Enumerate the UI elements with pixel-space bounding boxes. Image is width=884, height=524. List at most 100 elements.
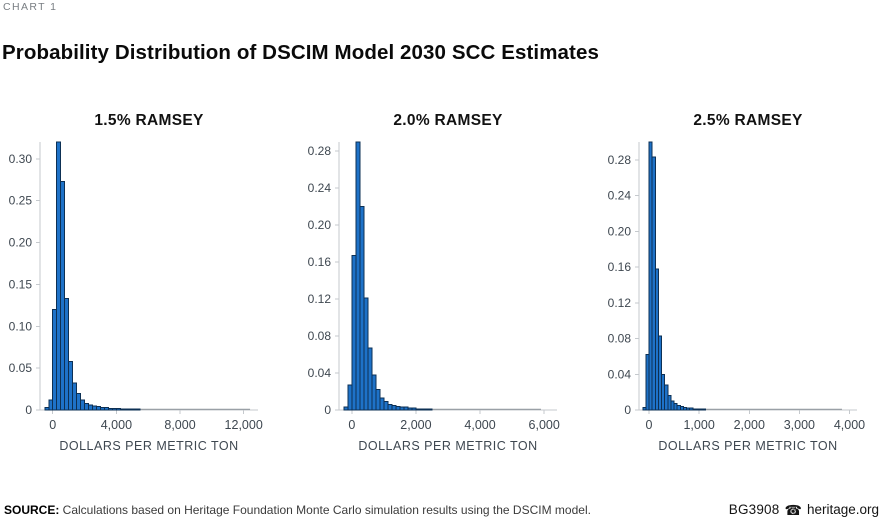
histogram-bar [72, 382, 78, 411]
histogram-bar [391, 404, 397, 411]
histogram-2-0-ramsey-plot: 2.0% RAMSEY 0 0.04 0.08 0.12 0.16 0.20 0.24 0.28… [308, 112, 560, 453]
histogram-bar [375, 389, 381, 411]
x-axis-title: DOLLARS PER METRIC TON [59, 439, 238, 453]
histogram-bar [343, 406, 349, 411]
y-tick-label: 0.16 [308, 255, 332, 269]
histogram-bar [355, 141, 361, 411]
bars [44, 141, 141, 411]
histogram-2-5-ramsey: 2.5% RAMSEY 0 0.04 0.08 0.12 0.16 0.20 0.24 0.28… [589, 104, 884, 456]
histogram-bar [701, 408, 706, 411]
site-link: heritage.org [806, 502, 879, 517]
x-tick-label: 4,000 [834, 418, 865, 432]
histogram-bar [395, 405, 401, 411]
histogram-bar [56, 141, 62, 411]
histogram-2-0-ramsey: 2.0% RAMSEY 0 0.04 0.08 0.12 0.16 0.20 0.24 0.28… [294, 104, 589, 456]
x-tick-label: 4,000 [101, 418, 132, 432]
x-tick-label: 6,000 [529, 418, 560, 432]
histogram-bar [123, 408, 129, 411]
histogram-bar [95, 406, 101, 411]
histogram-bar [76, 392, 82, 411]
y-tick-label: 0.04 [308, 366, 332, 380]
histogram-bar [92, 405, 97, 411]
histogram-bar [131, 408, 137, 411]
source-note: SOURCE: Calculations based on Heritage F… [4, 503, 591, 517]
x-tick-label: 12,000 [225, 418, 263, 432]
y-tick-label: 0.08 [308, 329, 332, 343]
y-tick-label: 0 [624, 403, 631, 417]
y-tick-label: 0.24 [608, 189, 632, 203]
histogram-1-5-ramsey-plot: 1.5% RAMSEY 0 0.05 0.10 0.15 0.20 0.25 0.30 0 4,0… [9, 112, 263, 453]
histogram-bar [80, 399, 86, 411]
subplot-title: 2.0% RAMSEY [393, 112, 503, 129]
histogram-bar [84, 402, 90, 411]
y-tick-label: 0.08 [608, 332, 632, 346]
y-tick-label: 0.16 [608, 260, 632, 274]
bars [642, 141, 706, 411]
histogram-bar [107, 407, 113, 411]
y-tick-label: 0.28 [308, 144, 332, 158]
y-tick-label: 0.12 [308, 292, 332, 306]
histogram-bar [60, 180, 66, 411]
x-tick-label: 2,000 [734, 418, 765, 432]
y-tick-label: 0.30 [9, 152, 33, 166]
histogram-bar [44, 406, 50, 411]
histogram-bar [347, 384, 353, 411]
x-tick-label: 0 [49, 418, 56, 432]
source-label: SOURCE: [4, 503, 60, 517]
histogram-bar [68, 360, 74, 411]
bars [343, 141, 433, 411]
x-tick-label: 3,000 [784, 418, 815, 432]
x-tick-label: 0 [646, 418, 653, 432]
histogram-bar [403, 406, 409, 411]
x-tick-label: 8,000 [164, 418, 195, 432]
histogram-bar [379, 397, 385, 411]
histogram-bar [427, 408, 433, 411]
histogram-bar [657, 335, 663, 411]
histogram-bar [415, 408, 421, 411]
histogram-bar [363, 297, 369, 411]
histogram-bar [419, 408, 425, 411]
histogram-bar [359, 206, 365, 411]
y-tick-label: 0.10 [9, 319, 33, 333]
subplot-title: 2.5% RAMSEY [693, 112, 803, 129]
report-id: BG3908 [728, 502, 780, 517]
histogram-bar [115, 407, 121, 411]
histogram-bar [127, 408, 133, 411]
y-tick-label: 0.25 [9, 194, 33, 208]
y-tick-label: 0 [324, 403, 331, 417]
x-tick-label: 4,000 [464, 418, 495, 432]
histogram-bar [88, 404, 94, 411]
axes [635, 142, 857, 414]
histogram-bar [48, 399, 54, 411]
histogram-bar [387, 403, 393, 411]
y-tick-label: 0.05 [9, 361, 33, 375]
page-title: Probability Distribution of DSCIM Model … [2, 40, 599, 64]
y-tick-label: 0.12 [608, 296, 632, 310]
y-tick-label: 0.24 [308, 181, 332, 195]
subplot-title: 1.5% RAMSEY [94, 112, 204, 129]
histogram-bar [52, 309, 58, 411]
footer-branding: BG3908 ☎ heritage.org [729, 502, 879, 517]
source-text: Calculations based on Heritage Foundatio… [59, 503, 591, 517]
histogram-bar [135, 408, 141, 411]
histogram-bar [111, 407, 117, 411]
histogram-bar [99, 406, 105, 411]
histogram-bar [371, 374, 377, 411]
y-tick-label: 0.04 [608, 367, 632, 381]
x-axis-title: DOLLARS PER METRIC TON [358, 439, 537, 453]
y-tick-label: 0.20 [608, 224, 632, 238]
histogram-bar [119, 408, 125, 411]
histogram-bar [399, 406, 405, 411]
chart-number-eyebrow: CHART 1 [3, 1, 58, 13]
phone-icon: ☎ [784, 501, 802, 518]
histogram-bar [383, 401, 389, 411]
x-tick-label: 0 [348, 418, 355, 432]
x-tick-label: 1,000 [683, 418, 714, 432]
histogram-bar [351, 255, 357, 411]
histogram-bar [367, 347, 373, 411]
y-tick-label: 0.28 [608, 153, 632, 167]
histogram-bar [407, 407, 413, 411]
histogram-bar [411, 407, 417, 411]
y-tick-label: 0 [25, 403, 32, 417]
